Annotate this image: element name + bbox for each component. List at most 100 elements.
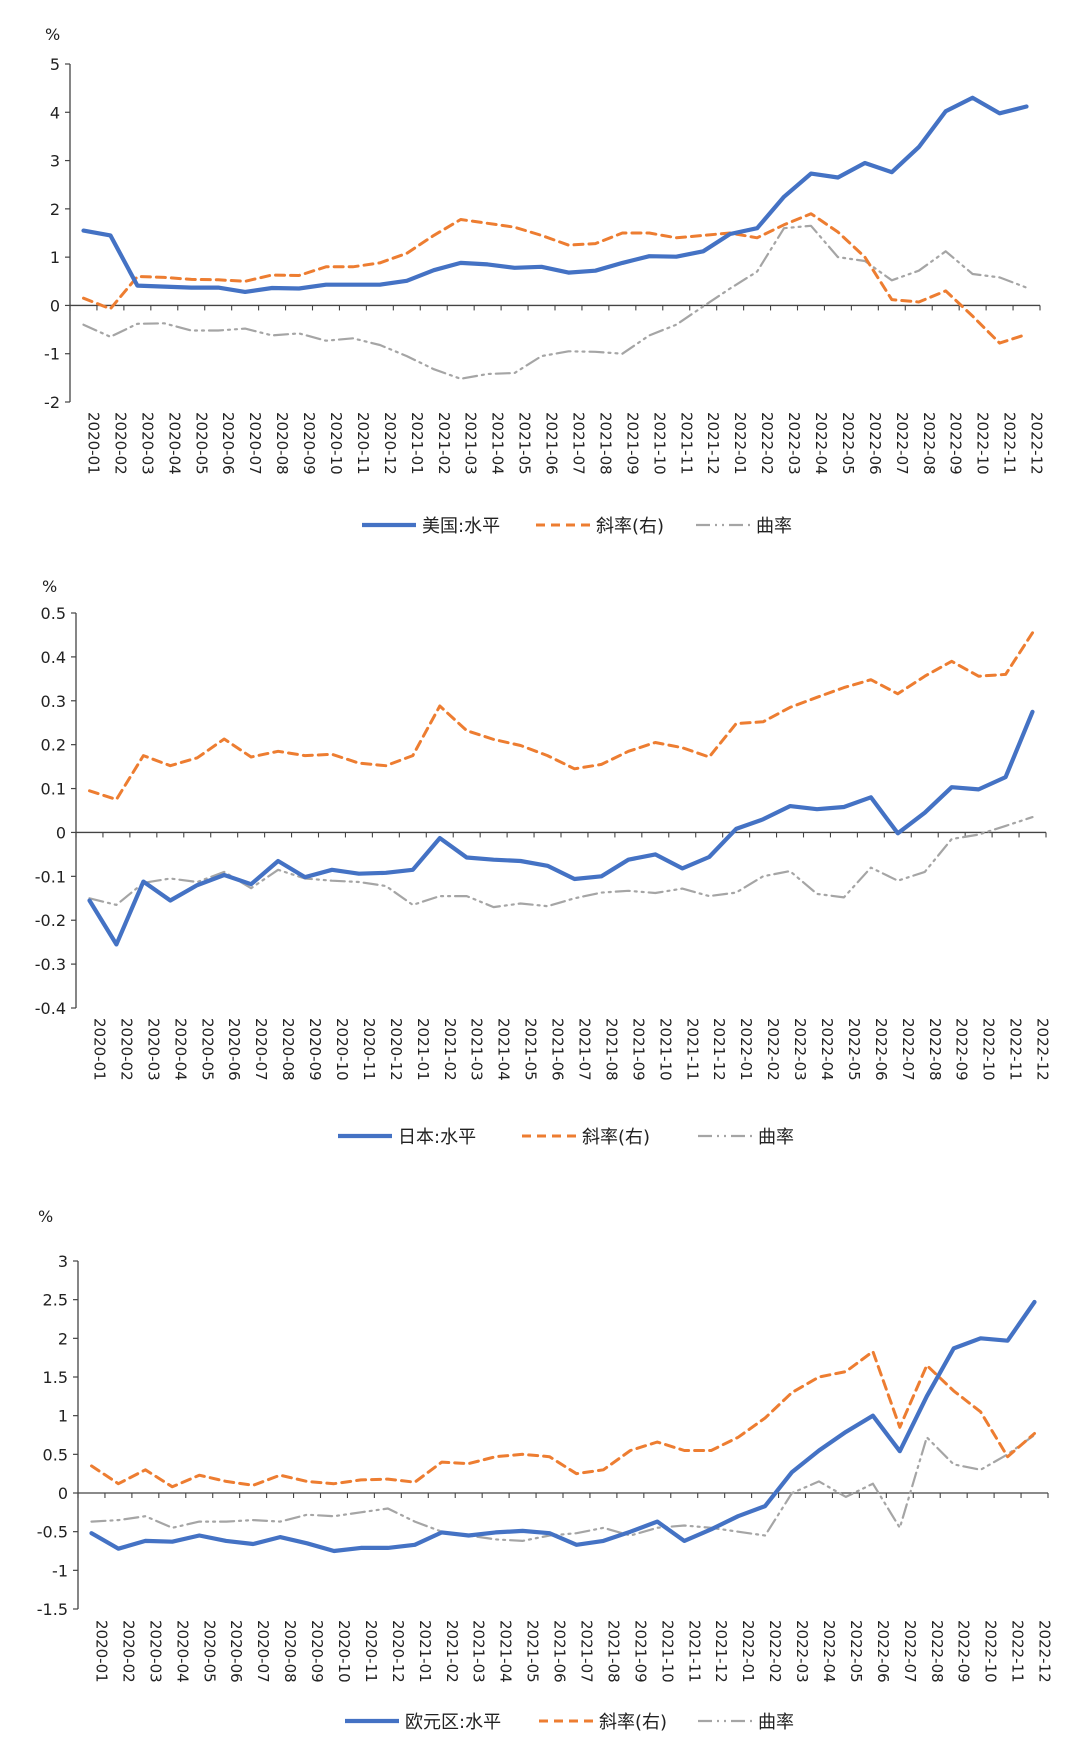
y-tick-label: 0.3 <box>41 692 66 711</box>
x-tick-label: 2020-05 <box>198 1018 216 1081</box>
x-tick-label: 2021-05 <box>522 1018 540 1081</box>
x-tick-label: 2021-04 <box>497 1620 515 1683</box>
y-tick-label: -1 <box>52 1561 68 1580</box>
x-tick-label: 2022-05 <box>845 1018 863 1081</box>
x-tick-label: 2022-01 <box>737 1018 755 1081</box>
x-tick-label: 2020-05 <box>192 412 210 475</box>
x-tick-label: 2020-07 <box>254 1620 272 1683</box>
x-tick-label: 2022-03 <box>791 1018 809 1081</box>
x-tick-label: 2020-02 <box>111 412 129 475</box>
legend: 欧元区:水平 斜率(右) 曲率 <box>345 1712 794 1733</box>
x-tick-label: 2020-04 <box>171 1018 189 1081</box>
x-tick-label: 2020-04 <box>173 1620 191 1683</box>
x-tick-label: 2021-12 <box>704 412 722 475</box>
series-line-slope <box>82 212 1028 345</box>
x-tick-label: 2020-09 <box>308 1620 326 1683</box>
legend-label-level: 美国:水平 <box>422 516 500 537</box>
y-tick-label: -0.3 <box>35 955 66 974</box>
x-tick-label: 2022-12 <box>1036 1620 1054 1683</box>
x-tick-label: 2022-02 <box>764 1018 782 1081</box>
x-tick-label: 2020-03 <box>144 1018 162 1081</box>
x-tick-label: 2022-07 <box>901 1620 919 1683</box>
x-tick-label: 2020-11 <box>354 412 372 475</box>
x-tick-label: 2020-02 <box>117 1018 135 1081</box>
y-axis-unit: % <box>42 577 57 596</box>
legend-label-level: 日本:水平 <box>398 1127 476 1148</box>
x-tick-label: 2022-04 <box>820 1620 838 1683</box>
x-tick-label: 2021-01 <box>416 1620 434 1683</box>
x-tick-label: 2021-04 <box>495 1018 513 1081</box>
x-tick-label: 2021-08 <box>602 1018 620 1081</box>
y-tick-label: 0.2 <box>41 736 66 755</box>
y-tick-label: 0 <box>58 1484 68 1503</box>
legend: 日本:水平 斜率(右) 曲率 <box>338 1127 794 1148</box>
x-tick-label: 2020-10 <box>335 1620 353 1683</box>
x-tick-label: 2022-07 <box>893 412 911 475</box>
x-tick-label: 2020-05 <box>200 1620 218 1683</box>
legend-label-level: 欧元区:水平 <box>405 1712 501 1733</box>
x-tick-label: 2022-12 <box>1034 1018 1052 1081</box>
x-tick-label: 2022-03 <box>793 1620 811 1683</box>
x-tick-label: 2020-06 <box>227 1620 245 1683</box>
x-tick-label: 2020-02 <box>119 1620 137 1683</box>
x-tick-label: 2022-08 <box>928 1620 946 1683</box>
y-tick-label: 0.4 <box>41 648 66 667</box>
x-tick-label: 2022-03 <box>785 412 803 475</box>
x-tick-label: 2022-06 <box>874 1620 892 1683</box>
x-tick-label: 2020-08 <box>281 1620 299 1683</box>
y-tick-label: 0.5 <box>43 1445 68 1464</box>
x-tick-label: 2022-12 <box>1028 412 1046 475</box>
x-tick-label: 2020-06 <box>219 412 237 475</box>
y-tick-label: -0.2 <box>35 911 66 930</box>
x-tick-label: 2022-01 <box>739 1620 757 1683</box>
legend: 美国:水平 斜率(右) 曲率 <box>362 516 792 537</box>
x-tick-label: 2020-10 <box>333 1018 351 1081</box>
x-tick-label: 2022-02 <box>758 412 776 475</box>
x-tick-label: 2022-05 <box>847 1620 865 1683</box>
legend-label-slope: 斜率(右) <box>582 1127 650 1148</box>
x-tick-label: 2021-09 <box>623 412 641 475</box>
x-tick-label: 2022-11 <box>1001 412 1019 475</box>
legend-label-slope: 斜率(右) <box>596 516 664 537</box>
x-tick-label: 2021-04 <box>489 412 507 475</box>
x-tick-label: 2021-05 <box>516 412 534 475</box>
x-tick-label: 2021-11 <box>683 1018 701 1081</box>
x-tick-label: 2020-07 <box>252 1018 270 1081</box>
legend-label-curvature: 曲率 <box>758 1712 794 1733</box>
x-tick-label: 2020-01 <box>92 1620 110 1683</box>
x-tick-label: 2021-10 <box>656 1018 674 1081</box>
x-tick-label: 2020-01 <box>90 1018 108 1081</box>
x-tick-label: 2020-08 <box>273 412 291 475</box>
y-tick-label: 0.1 <box>41 780 66 799</box>
legend-label-slope: 斜率(右) <box>599 1712 667 1733</box>
y-tick-label: 0 <box>50 296 60 315</box>
x-tick-label: 2021-02 <box>443 1620 461 1683</box>
x-tick-label: 2022-10 <box>982 1620 1000 1683</box>
y-axis-unit: % <box>38 1207 53 1226</box>
x-tick-label: 2021-07 <box>575 1018 593 1081</box>
x-tick-label: 2021-07 <box>569 412 587 475</box>
x-tick-label: 2021-12 <box>710 1018 728 1081</box>
x-tick-label: 2021-03 <box>468 1018 486 1081</box>
x-tick-label: 2020-10 <box>327 412 345 475</box>
x-tick-label: 2021-06 <box>543 412 561 475</box>
x-tick-label: 2021-09 <box>629 1018 647 1081</box>
x-tick-label: 2022-09 <box>947 412 965 475</box>
y-tick-label: 1.5 <box>43 1368 68 1387</box>
y-tick-label: -0.5 <box>37 1523 68 1542</box>
series-line-curvature <box>82 224 1028 380</box>
series-line-slope <box>88 631 1034 801</box>
x-tick-label: 2021-06 <box>549 1018 567 1081</box>
x-tick-label: 2020-11 <box>362 1620 380 1683</box>
x-tick-label: 2022-04 <box>818 1018 836 1081</box>
x-tick-label: 2022-01 <box>731 412 749 475</box>
x-tick-label: 2021-11 <box>677 412 695 475</box>
series-line-slope <box>90 1350 1036 1489</box>
x-tick-label: 2020-03 <box>138 412 156 475</box>
x-tick-label: 2021-06 <box>551 1620 569 1683</box>
x-tick-label: 2020-04 <box>165 412 183 475</box>
y-tick-label: 0.5 <box>41 604 66 623</box>
x-tick-label: 2020-12 <box>381 412 399 475</box>
series-line-level <box>89 1299 1037 1554</box>
